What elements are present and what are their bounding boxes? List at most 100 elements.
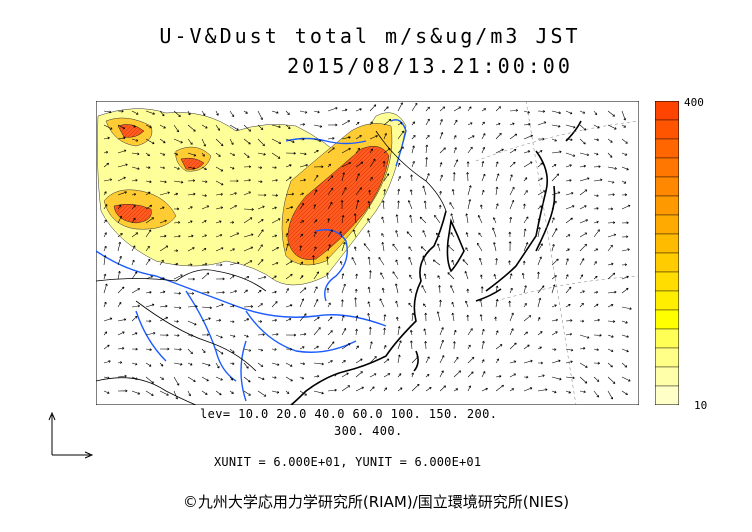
wind-arrow — [117, 176, 126, 182]
wind-arrow — [509, 287, 513, 294]
wind-arrow — [381, 200, 385, 210]
wind-arrow — [257, 193, 267, 197]
wind-arrow — [368, 189, 372, 196]
wind-arrow — [355, 135, 362, 140]
wind-arrow — [466, 161, 470, 168]
wind-arrow — [271, 275, 277, 280]
wind-arrow — [453, 388, 459, 392]
wind-arrow — [271, 166, 277, 169]
wind-arrow — [565, 164, 572, 168]
wind-arrow — [173, 274, 183, 280]
wind-arrow — [381, 241, 385, 252]
wind-arrow — [159, 191, 170, 196]
wind-arrow — [103, 136, 110, 140]
wind-arrow — [215, 234, 223, 238]
wind-arrow — [341, 273, 345, 280]
wind-arrow — [243, 178, 251, 182]
wind-arrow — [467, 328, 473, 336]
wind-arrow — [271, 234, 278, 238]
wind-arrow — [131, 152, 140, 156]
wind-arrow — [451, 259, 455, 266]
wind-arrow — [131, 110, 139, 115]
wind-arrow — [187, 192, 196, 196]
wind-arrow — [467, 356, 475, 364]
wind-arrow — [383, 314, 387, 322]
wind-arrow — [495, 344, 503, 350]
wind-arrow — [117, 149, 127, 154]
wind-arrow — [481, 328, 485, 336]
wind-arrow — [257, 275, 267, 280]
wind-arrow — [565, 205, 575, 210]
wind-arrow — [257, 205, 265, 210]
wind-arrow — [243, 191, 251, 196]
wind-arrow — [215, 334, 223, 339]
wind-arrow — [243, 289, 248, 294]
wind-arrow — [607, 193, 615, 197]
wind-arrow — [369, 341, 373, 350]
wind-arrow — [285, 176, 292, 182]
graticule — [475, 101, 639, 405]
wind-arrow — [621, 235, 629, 239]
wind-arrow — [341, 108, 348, 112]
wind-arrow — [145, 191, 151, 196]
wind-arrow — [495, 186, 499, 196]
wind-arrow — [229, 376, 234, 381]
wind-arrow — [551, 217, 555, 224]
wind-arrow — [145, 362, 152, 367]
wind-arrow — [285, 124, 291, 129]
wind-arrow — [243, 260, 253, 266]
wind-arrow — [453, 147, 457, 154]
wind-arrow — [424, 312, 428, 322]
wind-arrow — [523, 387, 533, 392]
wind-arrow — [521, 272, 525, 280]
wind-arrow — [229, 390, 234, 394]
wind-arrow — [257, 138, 265, 147]
wind-arrow — [201, 152, 205, 157]
wind-arrow — [355, 273, 358, 280]
wind-arrow — [408, 302, 413, 308]
wind-arrow — [201, 124, 208, 129]
wind-arrow — [439, 299, 442, 308]
wind-arrow — [187, 305, 198, 308]
wind-arrow — [243, 233, 254, 238]
wind-arrow — [523, 375, 529, 379]
wind-arrow — [397, 188, 401, 196]
wind-arrow — [466, 172, 469, 182]
wind-arrow — [215, 220, 222, 224]
wind-arrow — [215, 376, 223, 381]
wind-arrow — [464, 300, 469, 308]
wind-arrow — [607, 180, 615, 184]
wind-arrow — [201, 376, 209, 382]
wind-arrow — [378, 256, 385, 266]
wind-arrow — [509, 342, 517, 350]
wind-arrow — [229, 348, 235, 353]
wind-arrow — [215, 362, 220, 369]
wind-arrow — [355, 161, 364, 168]
wind-arrow — [621, 138, 628, 144]
wind-arrow — [215, 166, 224, 172]
wind-arrow — [285, 164, 292, 168]
wind-arrow — [355, 371, 363, 378]
wind-arrow — [145, 331, 156, 336]
wind-arrow — [159, 316, 169, 322]
wind-arrow — [173, 262, 179, 266]
wind-arrow — [341, 328, 347, 336]
wind-arrow — [159, 245, 169, 252]
wind-arrow — [593, 124, 600, 129]
wind-arrow — [607, 362, 613, 368]
wind-arrow — [419, 216, 427, 224]
wind-arrow — [327, 147, 335, 154]
colorbar-swatch — [655, 328, 679, 349]
wind-arrow — [159, 333, 169, 337]
wind-arrow — [243, 217, 253, 224]
wind-arrow — [607, 390, 614, 400]
wind-arrow — [593, 194, 599, 198]
wind-arrow — [593, 390, 600, 398]
wind-arrow — [285, 347, 293, 351]
wind-arrow — [396, 316, 399, 322]
wind-arrow — [271, 362, 280, 366]
wind-arrow — [187, 206, 193, 210]
wind-arrow — [579, 258, 585, 266]
wind-arrow — [215, 206, 224, 210]
wind-arrow — [436, 311, 441, 322]
